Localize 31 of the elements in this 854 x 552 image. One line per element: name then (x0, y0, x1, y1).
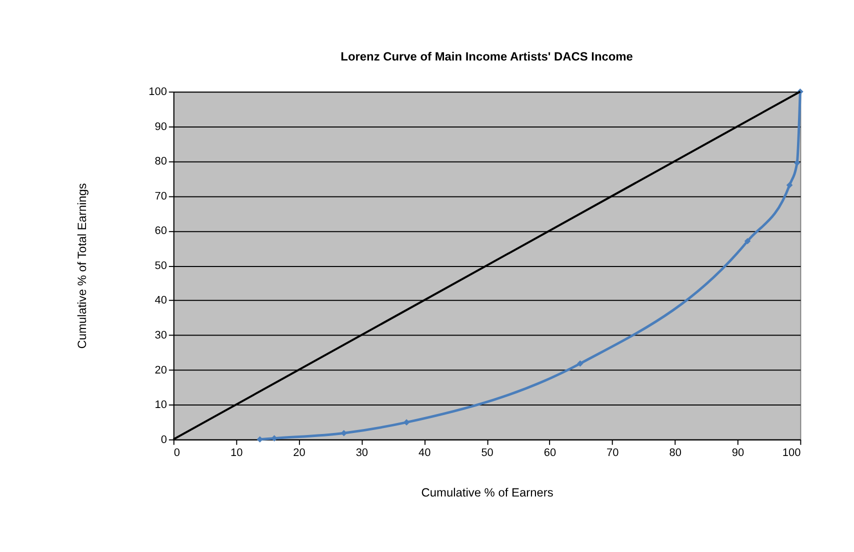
point (403, 419, 410, 426)
y-tick-label: 90 (154, 120, 167, 133)
y-tick-label: 70 (154, 190, 167, 202)
point (794, 160, 800, 166)
x-tick-label: 100 (782, 446, 801, 459)
x-tick-label: 60 (544, 446, 556, 459)
y-tick-label: 10 (154, 399, 167, 412)
x-axis-title: Cumulative % of Earners (421, 486, 554, 500)
y-tick-label: 30 (154, 330, 167, 342)
x-tick-label: 20 (293, 446, 306, 459)
x-tick-label: 50 (481, 446, 494, 459)
x-tick-label: 40 (418, 446, 431, 459)
x-tick-label: 0 (174, 446, 180, 459)
y-tick-label: 80 (154, 156, 167, 168)
y-tick-label: 20 (154, 364, 167, 376)
x-tick-label: 70 (606, 446, 619, 459)
y-tick-label: 50 (154, 260, 167, 272)
y-axis-title: Cumulative % of Total Earnings (74, 183, 89, 349)
x-tick-label: 30 (356, 446, 368, 459)
y-tick-label: 60 (154, 225, 167, 238)
y-tick-label: 0 (160, 434, 167, 446)
x-tick-label: 90 (732, 446, 744, 459)
chart-title: Lorenz Curve of Main Income Artists' DACS Income (340, 50, 634, 64)
point (340, 430, 348, 436)
point (744, 238, 751, 244)
x-tick-label: 10 (230, 446, 243, 459)
x-tick-label: 80 (669, 446, 682, 459)
y-tick-label: 100 (148, 86, 167, 98)
y-tick-label: 40 (154, 294, 167, 307)
point (577, 360, 584, 367)
point (786, 182, 793, 188)
